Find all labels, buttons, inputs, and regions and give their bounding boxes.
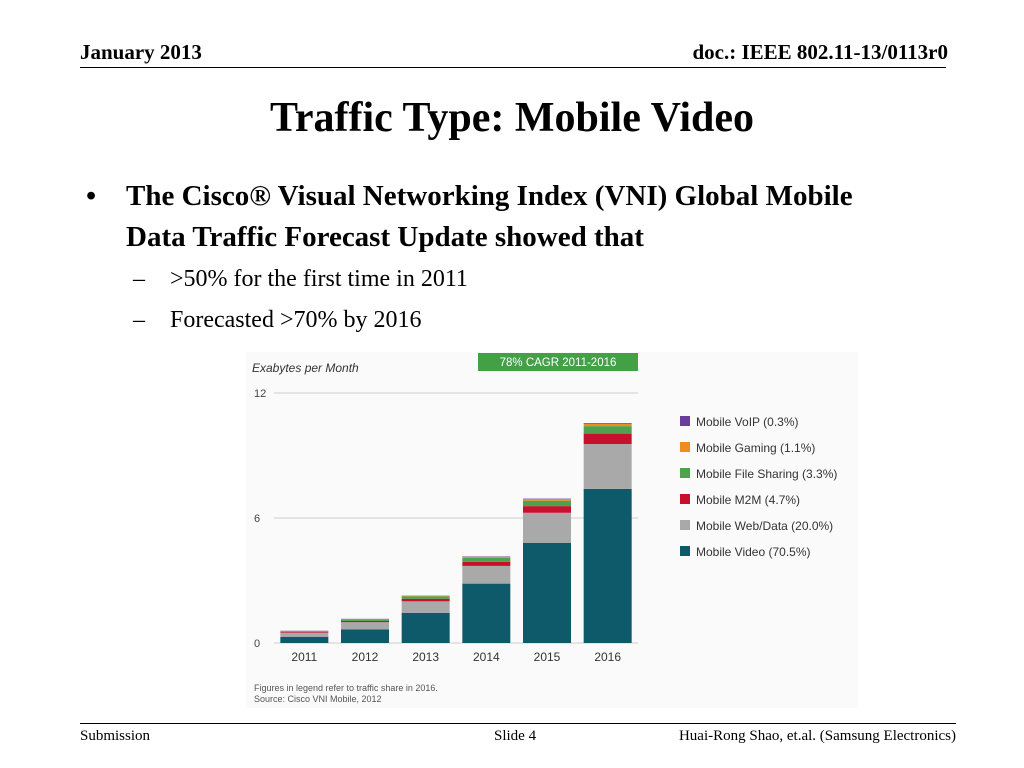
bar-segment: [280, 631, 329, 632]
bar-segment: [341, 619, 389, 621]
legend-label: Mobile Gaming (1.1%): [696, 441, 815, 455]
bar-segment: [341, 620, 389, 623]
legend-label: Mobile Web/Data (20.0%): [696, 519, 833, 533]
bar-segment: [401, 596, 450, 599]
chart-canvas: Exabytes per Month 78% CAGR 2011-2016 0 6 12…: [252, 353, 837, 704]
footer-slide-number: Slide 4: [494, 728, 537, 744]
chart-footnote: Source: Cisco VNI Mobile, 2012: [254, 694, 382, 704]
bar-segment: [583, 444, 632, 489]
x-tick-label: 2012: [352, 650, 379, 664]
bar-segment: [462, 583, 511, 643]
footer-submission: Submission: [80, 728, 151, 744]
header-date: January 2013: [80, 40, 202, 64]
sub-bullet-dash: –: [133, 266, 145, 292]
legend-label: Mobile File Sharing (3.3%): [696, 467, 837, 481]
legend-swatch: [680, 494, 690, 504]
bar-segment: [523, 500, 571, 507]
legend-swatch: [680, 416, 690, 426]
bar-segment: [583, 423, 632, 424]
x-tick-label: 2016: [594, 650, 621, 664]
bar-segment: [583, 433, 632, 445]
bar-segment: [523, 506, 571, 513]
x-tick-label: 2015: [534, 650, 561, 664]
legend-label: Mobile Video (70.5%): [696, 545, 811, 559]
legend-label: Mobile M2M (4.7%): [696, 493, 800, 507]
sub-bullet-text: >50% for the first time in 2011: [170, 266, 468, 292]
cagr-badge-background: [478, 353, 638, 371]
bar-segment: [583, 423, 632, 427]
footer-divider: [80, 723, 956, 724]
y-tick-label: 6: [254, 513, 260, 525]
bar-segment: [341, 629, 389, 643]
header-divider: [80, 67, 946, 68]
sub-bullet-text: Forecasted >70% by 2016: [170, 307, 422, 333]
bar-segment: [523, 543, 571, 643]
bar-segment: [401, 598, 450, 602]
slide-title: Traffic Type: Mobile Video: [269, 95, 755, 141]
bar-segment: [583, 426, 632, 434]
bar-segment: [280, 636, 329, 643]
bar-segment: [462, 557, 511, 562]
cagr-badge-text: 78% CAGR 2011-2016: [500, 357, 617, 369]
y-tick-label: 12: [254, 388, 266, 400]
y-tick-label: 0: [254, 638, 260, 650]
legend-label: Mobile VoIP (0.3%): [696, 415, 799, 429]
bar-segment: [462, 561, 511, 566]
legend-swatch: [680, 468, 690, 478]
bar-segment: [523, 512, 571, 543]
bar-segment: [462, 565, 511, 584]
x-tick-label: 2013: [412, 650, 439, 664]
footer-author: Huai-Rong Shao, et.al. (Samsung Electron…: [678, 728, 956, 744]
bar-segment: [341, 622, 389, 630]
bar-segment: [401, 595, 450, 597]
x-tick-label: 2011: [291, 650, 317, 664]
chart-footnote: Figures in legend refer to traffic share…: [254, 683, 438, 693]
bullet-marker: •: [86, 180, 97, 212]
bar-segment: [583, 488, 632, 643]
traffic-chart: Exabytes per Month 78% CAGR 2011-2016 0 6 12…: [246, 352, 858, 708]
bar-segment: [462, 556, 511, 558]
x-tick-label: 2014: [473, 650, 500, 664]
y-axis-label: Exabytes per Month: [252, 361, 359, 375]
bar-segment: [280, 632, 329, 637]
sub-bullet-dash: –: [133, 307, 145, 333]
bar-segment: [401, 601, 450, 613]
header-doc-id: doc.: IEEE 802.11-13/0113r0: [692, 40, 948, 64]
legend-swatch: [680, 442, 690, 452]
legend-swatch: [680, 546, 690, 556]
bullet-text: The Cisco® Visual Networking Index (VNI)…: [126, 180, 853, 253]
bar-segment: [523, 499, 571, 501]
bar-segment: [280, 631, 329, 633]
bar-segment: [401, 612, 450, 643]
legend-swatch: [680, 520, 690, 530]
